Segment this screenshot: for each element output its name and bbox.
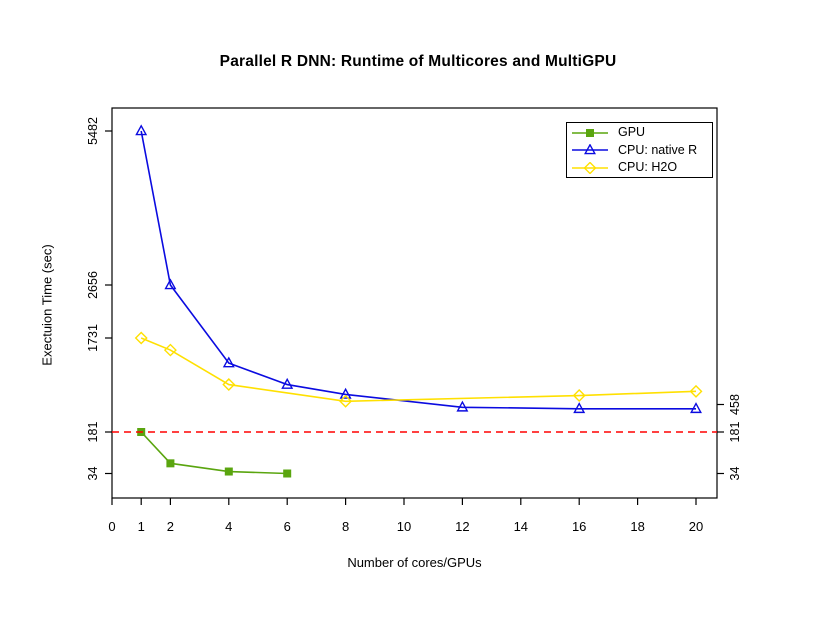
x-tick-label: 1 xyxy=(138,519,145,534)
legend-box: GPU CPU: native R CPU: H2O xyxy=(566,122,713,178)
series-marker xyxy=(222,378,236,392)
y-axis-title: Exectuion Time (sec) xyxy=(39,244,55,366)
series-marker xyxy=(164,278,177,290)
x-axis-title: Number of cores/GPUs xyxy=(347,555,482,570)
x-tick-label: 20 xyxy=(689,519,703,534)
series-marker xyxy=(339,387,352,399)
series-line-gpu xyxy=(140,431,288,475)
series-marker xyxy=(135,124,148,136)
legend-label-cpu-h2o: CPU: H2O xyxy=(618,160,678,175)
legend-marker-cpu-native-r-icon xyxy=(572,144,608,155)
y-tick-label-left: 5482 xyxy=(86,117,100,145)
series-line-cpu-native-r xyxy=(140,130,696,410)
legend-marker-gpu-icon xyxy=(572,128,608,137)
series-marker xyxy=(689,384,703,398)
series-marker xyxy=(584,144,596,155)
x-tick-label: 0 xyxy=(108,519,115,534)
series-marker xyxy=(339,394,353,408)
series-marker xyxy=(134,331,148,345)
x-tick-label: 18 xyxy=(630,519,644,534)
series-marker xyxy=(456,400,469,412)
series-marker xyxy=(281,377,294,389)
x-tick-label: 12 xyxy=(455,519,469,534)
series-marker xyxy=(283,469,292,478)
series-line-cpu-h2o xyxy=(140,337,697,403)
x-tick-label: 10 xyxy=(397,519,411,534)
series-marker xyxy=(690,402,702,414)
x-tick-label: 14 xyxy=(514,519,528,534)
y-tick-label-left: 1731 xyxy=(86,324,100,352)
x-tick-label: 4 xyxy=(225,519,232,534)
chart-title: Parallel R DNN: Runtime of Multicores an… xyxy=(219,53,617,70)
x-tick-label: 8 xyxy=(342,519,349,534)
legend-item-cpu-native-r: CPU: native R xyxy=(567,142,712,158)
y-tick-label-right: 458 xyxy=(728,394,742,415)
series-marker xyxy=(573,402,586,414)
legend-label-gpu: GPU xyxy=(618,125,646,140)
x-tick-label: 6 xyxy=(284,519,291,534)
series-marker xyxy=(222,356,235,368)
legend-item-gpu: GPU xyxy=(567,125,712,141)
y-tick-label-left: 2656 xyxy=(86,271,100,299)
series-marker xyxy=(166,459,175,468)
x-tick-label: 2 xyxy=(167,519,174,534)
legend-item-cpu-h2o: CPU: H2O xyxy=(567,160,712,176)
y-tick-label-right: 34 xyxy=(728,467,742,481)
y-tick-label-left: 34 xyxy=(86,467,100,481)
legend-label-cpu-native-r: CPU: native R xyxy=(618,142,698,157)
y-tick-label-left: 181 xyxy=(86,422,100,443)
series-marker xyxy=(572,389,586,403)
y-tick-label-right: 181 xyxy=(728,422,742,443)
plot-border xyxy=(111,107,718,499)
series-marker xyxy=(224,467,233,476)
series-marker xyxy=(583,161,597,174)
x-tick-label: 16 xyxy=(572,519,586,534)
series-marker xyxy=(586,128,594,137)
legend-marker-cpu-h2o-icon xyxy=(572,161,608,174)
series-marker xyxy=(163,343,177,357)
